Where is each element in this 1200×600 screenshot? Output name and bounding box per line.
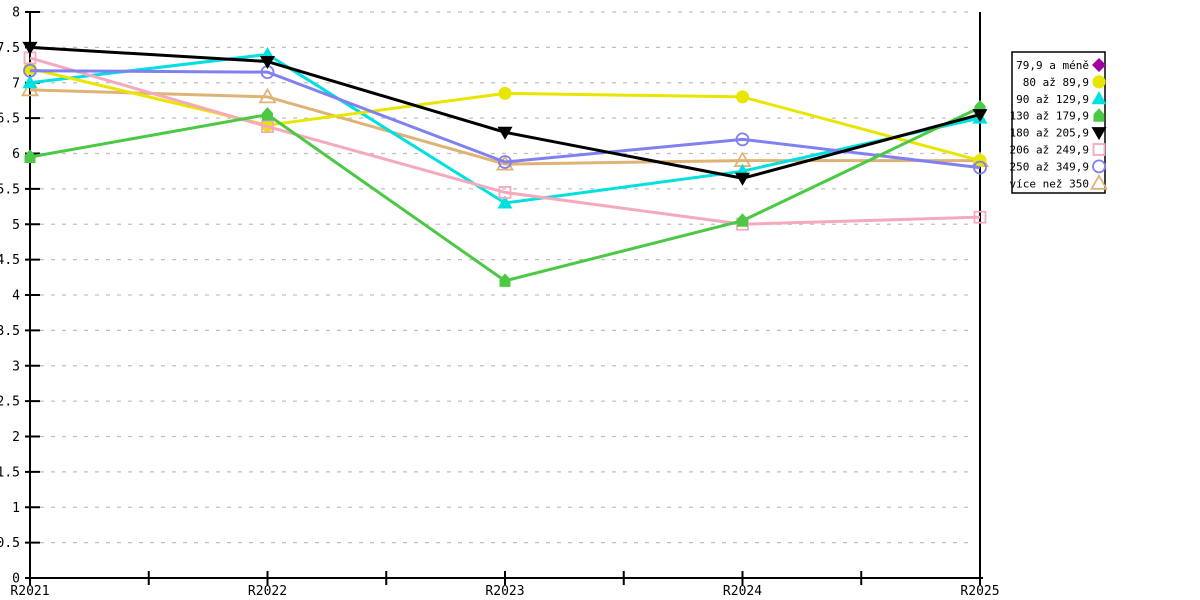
y-tick-label: 3 — [12, 359, 20, 374]
x-tick-label: R2022 — [248, 584, 287, 599]
series-4 — [22, 41, 988, 186]
legend-label: 130 až 179,9 — [1010, 110, 1089, 123]
pentagon-marker-3-3 — [737, 213, 748, 227]
legend: 79,9 a méně 80 až 89,9 90 až 129,9 130 až 1… — [1010, 51, 1109, 194]
y-tick-label: 1.5 — [0, 465, 20, 480]
y-tick-label: 0 — [12, 572, 20, 587]
x-tick-label: R2023 — [485, 584, 524, 599]
pentagon-marker-legend-3 — [1093, 108, 1105, 122]
y-tick-label: 2.5 — [0, 395, 20, 410]
axes: 0 0.5 1 1.5 2 2.5 3 3.5 4 4.5 5 5.5 6 6.5 7 7.5 8 R2021 R2… — [0, 6, 1000, 600]
series-line — [29, 88, 980, 166]
legend-item-2: 90 až 129,9 — [1016, 91, 1107, 106]
triangle-down-marker-4-2 — [497, 126, 513, 140]
triangle-down-marker-4-1 — [260, 56, 275, 70]
triangle-down-marker-4-0 — [22, 41, 38, 55]
legend-label: více než 350 — [1010, 177, 1089, 190]
gridlines — [40, 11, 974, 544]
legend-label: 79,9 a méně — [1016, 59, 1089, 72]
legend-box — [1011, 51, 1106, 194]
legend-label: 180 až 205,9 — [1010, 127, 1089, 140]
x-tick-label: R2021 — [10, 584, 49, 599]
square-marker-5-1 — [261, 120, 274, 134]
y-tick-label: 1 — [12, 501, 20, 516]
circle-marker-1-4 — [973, 154, 987, 168]
y-tick-label: 3.5 — [0, 324, 20, 339]
legend-item-0: 79,9 a méně — [1016, 58, 1106, 72]
legend-item-6: 250 až 349,9 — [1010, 159, 1106, 174]
legend-item-1: 80 až 89,9 — [1023, 75, 1106, 89]
circle-marker-6-2 — [498, 155, 512, 169]
legend-item-5: 206 až 249,9 — [1010, 143, 1106, 157]
y-tick-label: 5.5 — [0, 182, 20, 197]
legend-label: 90 až 129,9 — [1016, 93, 1089, 106]
triangle-up-marker-2-0 — [22, 75, 38, 89]
pentagon-marker-3-2 — [499, 273, 511, 287]
circle-marker-6-3 — [735, 132, 750, 147]
triangle-down-marker-4-3 — [735, 172, 750, 186]
y-tick-label: 5 — [12, 218, 20, 233]
y-tick-label: 6.5 — [0, 112, 20, 127]
legend-label: 80 až 89,9 — [1023, 76, 1089, 89]
triangle-up-marker-legend-7 — [1089, 173, 1109, 190]
y-tick-label: 4.5 — [0, 253, 20, 268]
circle-marker-legend-6 — [1092, 159, 1106, 174]
circle-marker-1-2 — [498, 86, 512, 100]
y-tick-label: 2 — [12, 430, 20, 445]
y-tick-label: 0.5 — [0, 536, 20, 551]
triangle-down-marker-4-4 — [972, 109, 988, 123]
triangle-down-marker-legend-4 — [1091, 127, 1107, 141]
square-marker-5-2 — [498, 186, 512, 199]
series-group — [20, 41, 990, 287]
circle-marker-6-0 — [23, 63, 37, 78]
legend-label: 250 až 349,9 — [1010, 160, 1089, 173]
x-tick-label: R2025 — [960, 584, 999, 599]
triangle-up-marker-legend-2 — [1091, 91, 1107, 105]
triangle-up-marker-7-0 — [20, 80, 40, 97]
x-tick-label: R2024 — [723, 584, 762, 599]
series-line — [29, 69, 981, 170]
circle-marker-6-4 — [973, 160, 987, 175]
pentagon-marker-3-0 — [24, 149, 36, 164]
circle-marker-legend-1 — [1092, 75, 1106, 89]
legend-item-7: více než 350 — [1010, 173, 1109, 190]
circle-marker-1-3 — [736, 90, 749, 104]
legend-item-3: 130 až 179,9 — [1010, 108, 1105, 123]
series-6 — [23, 63, 987, 175]
series-5 — [23, 51, 987, 231]
triangle-up-marker-2-2 — [497, 195, 513, 209]
y-tick-label: 4 — [12, 289, 20, 304]
y-tick-label: 7.5 — [0, 41, 20, 56]
legend-label: 206 až 249,9 — [1010, 144, 1089, 157]
y-tick-label: 6 — [12, 147, 20, 162]
diamond-marker-legend-0 — [1092, 58, 1106, 72]
legend-item-4: 180 až 205,9 — [1010, 127, 1107, 141]
y-tick-label: 8 — [12, 6, 20, 21]
y-tick-label: 7 — [12, 76, 20, 91]
pentagon-marker-3-1 — [262, 107, 273, 121]
triangle-up-marker-7-1 — [258, 87, 277, 104]
square-marker-legend-5 — [1092, 143, 1106, 156]
series-line — [29, 56, 981, 226]
square-marker-5-4 — [973, 210, 987, 224]
